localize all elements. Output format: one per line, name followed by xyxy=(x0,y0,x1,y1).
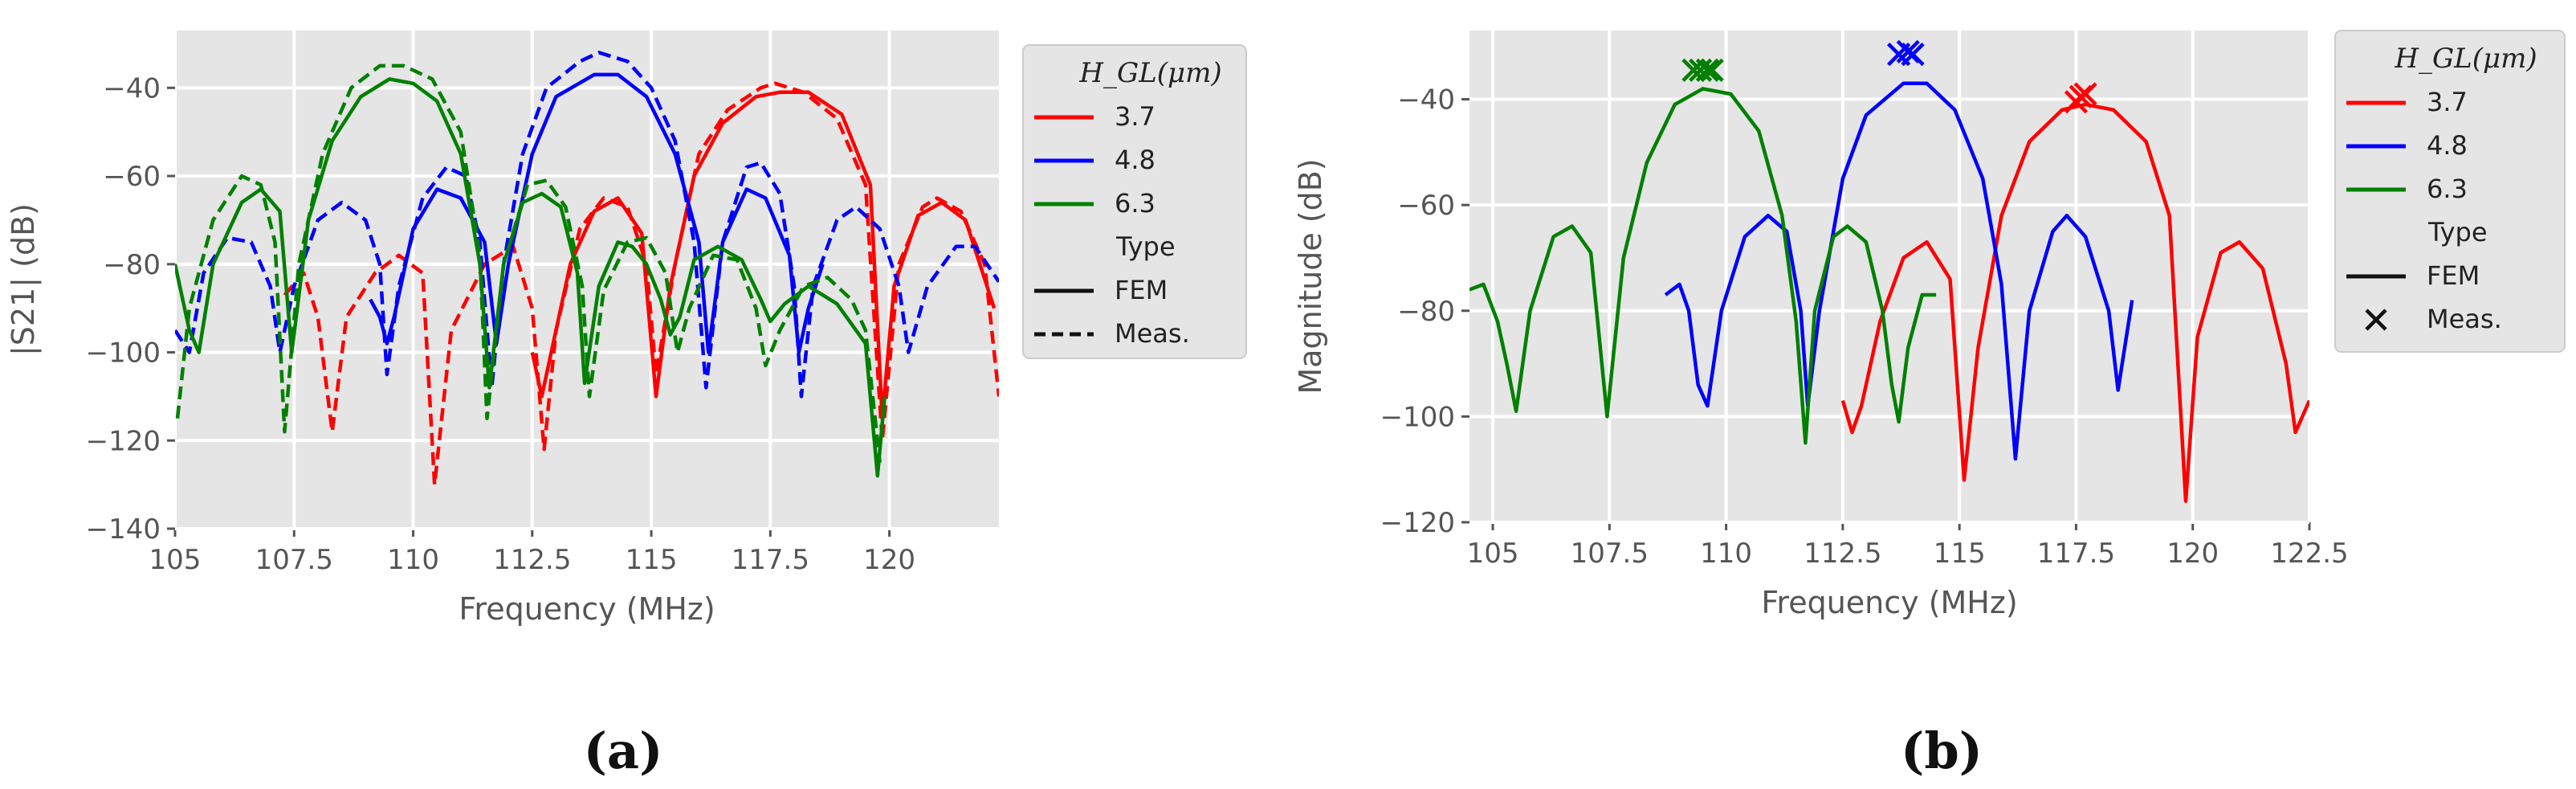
plot-background xyxy=(175,31,999,529)
legend-entry-label: Type xyxy=(1115,231,1176,262)
y-tick-label: −60 xyxy=(103,161,161,193)
series-line-6-3-fem xyxy=(175,77,887,478)
legend-entry-label: Meas. xyxy=(2427,304,2502,334)
y-tick-label: −40 xyxy=(103,72,161,104)
meas-marker-6-3-meas- xyxy=(1695,58,1719,82)
y-tick-label: −80 xyxy=(1397,296,1455,328)
legend-entry-label: 3.7 xyxy=(1115,101,1156,132)
x-tick-label: 110 xyxy=(1700,538,1752,570)
series-line-4-8-fem xyxy=(1664,81,2134,461)
series-line-3-7-fem xyxy=(1840,102,2309,503)
meas-marker-4-8-meas- xyxy=(1901,43,1925,67)
x-tick-label: 117.5 xyxy=(2037,538,2115,570)
legend: H_GL(μm) 3.7 4.8 6.3 Type FEM Meas. xyxy=(2334,30,2566,353)
x-tick-label: 115 xyxy=(1934,538,1986,570)
legend-entry-label: 3.7 xyxy=(2427,87,2468,117)
series-line-4-8-fem xyxy=(369,72,825,354)
legend-entry-label: 4.8 xyxy=(1115,145,1156,175)
y-tick-label: −60 xyxy=(1397,190,1455,222)
panel-b: 105 107.5 110 112.5 115 117.5 120 122.5 −120 −100… xyxy=(1293,30,2566,780)
x-tick-label: 112.5 xyxy=(493,544,571,576)
x-tick-label: 120 xyxy=(863,544,915,576)
y-tick-label: −100 xyxy=(1380,401,1455,433)
meas-marker-3-7-meas- xyxy=(2073,82,2097,106)
legend-title: H_GL(μm) xyxy=(1078,57,1221,89)
series-line-6-3-meas- xyxy=(175,63,882,463)
legend-entry-label: 6.3 xyxy=(1115,188,1156,219)
legend-entry-label: 6.3 xyxy=(2427,174,2468,204)
y-tick-label: −140 xyxy=(86,513,161,546)
x-tick-label: 107.5 xyxy=(1571,538,1649,570)
legend-entry-label: Type xyxy=(2427,217,2488,247)
x-tick-label: 112.5 xyxy=(1804,538,1881,570)
y-axis-label: |S21| (dB) xyxy=(6,203,42,356)
meas-marker-6-3-meas- xyxy=(1700,58,1724,82)
plot-area xyxy=(1469,81,2309,503)
legend-entry-label: 4.8 xyxy=(2427,130,2468,161)
panel-a: 105 107.5 110 112.5 115 117.5 120 −140 −120 −100 −… xyxy=(6,31,1247,780)
x-tick-label: 105 xyxy=(149,544,202,576)
legend-entry-label: Meas. xyxy=(1115,318,1190,349)
y-tick-label: −40 xyxy=(1397,84,1455,117)
y-tick-label: −100 xyxy=(86,337,161,370)
series-line-3-7-meas- xyxy=(283,81,999,487)
y-tick-label: −120 xyxy=(1380,507,1455,539)
y-tick-label: −120 xyxy=(86,425,161,457)
series-line-6-3-fem xyxy=(1469,87,1937,445)
legend-entry-label: FEM xyxy=(1115,275,1168,305)
x-tick-label: 117.5 xyxy=(732,544,809,576)
legend-marker xyxy=(2365,309,2387,331)
panel-label: (a) xyxy=(584,722,663,780)
series-line-4-8-meas- xyxy=(175,51,999,399)
x-axis-label: Frequency (MHz) xyxy=(459,591,715,627)
legend-title: H_GL(μm) xyxy=(2394,43,2537,75)
x-tick-label: 110 xyxy=(387,544,439,576)
x-tick-label: 120 xyxy=(2166,538,2219,570)
x-tick-label: 105 xyxy=(1467,538,1519,570)
plot-area xyxy=(175,51,999,487)
legend-box xyxy=(2334,30,2566,353)
legend: H_GL(μm) 3.7 4.8 6.3 Type FEM Meas. xyxy=(1022,44,1247,359)
y-axis-label: Magnitude (dB) xyxy=(1293,158,1328,394)
legend-entry-label: FEM xyxy=(2427,260,2480,291)
legend-box xyxy=(1022,44,1247,359)
x-axis-label: Frequency (MHz) xyxy=(1761,585,2017,620)
x-tick-label: 115 xyxy=(626,544,678,576)
panel-label: (b) xyxy=(1901,722,1983,780)
series-line-3-7-fem xyxy=(530,90,997,421)
x-tick-label: 122.5 xyxy=(2270,538,2348,570)
x-tick-label: 107.5 xyxy=(255,544,333,576)
y-tick-label: −80 xyxy=(103,249,161,281)
